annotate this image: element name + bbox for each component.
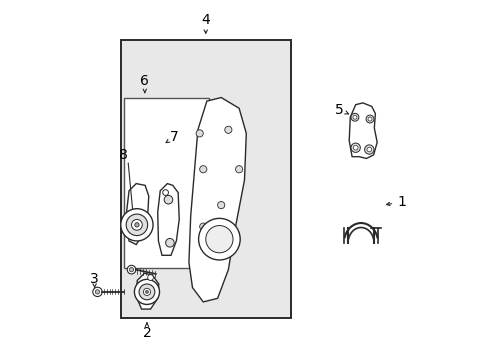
Bar xyxy=(121,40,290,318)
Text: 8: 8 xyxy=(119,148,127,162)
Circle shape xyxy=(231,230,239,237)
Polygon shape xyxy=(126,184,148,244)
Circle shape xyxy=(139,284,155,300)
Circle shape xyxy=(163,190,168,195)
Circle shape xyxy=(165,238,174,247)
Circle shape xyxy=(350,143,360,152)
Circle shape xyxy=(352,115,356,119)
Circle shape xyxy=(143,288,150,296)
Text: 3: 3 xyxy=(90,271,99,285)
Polygon shape xyxy=(136,273,159,309)
Circle shape xyxy=(364,145,373,154)
Circle shape xyxy=(367,117,371,121)
Circle shape xyxy=(199,223,206,230)
Circle shape xyxy=(131,220,142,230)
Circle shape xyxy=(350,113,358,121)
Text: 1: 1 xyxy=(396,194,405,208)
Circle shape xyxy=(224,126,231,134)
Circle shape xyxy=(205,226,233,253)
Circle shape xyxy=(127,265,136,274)
Circle shape xyxy=(217,202,224,209)
Circle shape xyxy=(134,279,159,305)
Circle shape xyxy=(164,195,172,204)
Circle shape xyxy=(366,147,371,152)
Circle shape xyxy=(121,209,153,241)
Circle shape xyxy=(95,290,100,294)
Circle shape xyxy=(147,275,153,280)
Text: 4: 4 xyxy=(201,13,210,27)
Circle shape xyxy=(366,115,373,123)
Circle shape xyxy=(353,145,357,150)
Circle shape xyxy=(129,267,133,272)
Polygon shape xyxy=(348,103,376,158)
Circle shape xyxy=(126,214,147,235)
Circle shape xyxy=(145,291,148,293)
Text: 6: 6 xyxy=(140,75,149,89)
Circle shape xyxy=(198,219,240,260)
Text: 7: 7 xyxy=(170,130,179,144)
Text: 2: 2 xyxy=(142,327,151,341)
Circle shape xyxy=(199,166,206,173)
Circle shape xyxy=(135,223,139,227)
Text: 5: 5 xyxy=(334,103,343,117)
Polygon shape xyxy=(158,184,179,255)
Circle shape xyxy=(196,130,203,137)
Bar xyxy=(124,98,208,268)
Polygon shape xyxy=(188,98,246,302)
Circle shape xyxy=(235,166,242,173)
Circle shape xyxy=(93,287,102,297)
